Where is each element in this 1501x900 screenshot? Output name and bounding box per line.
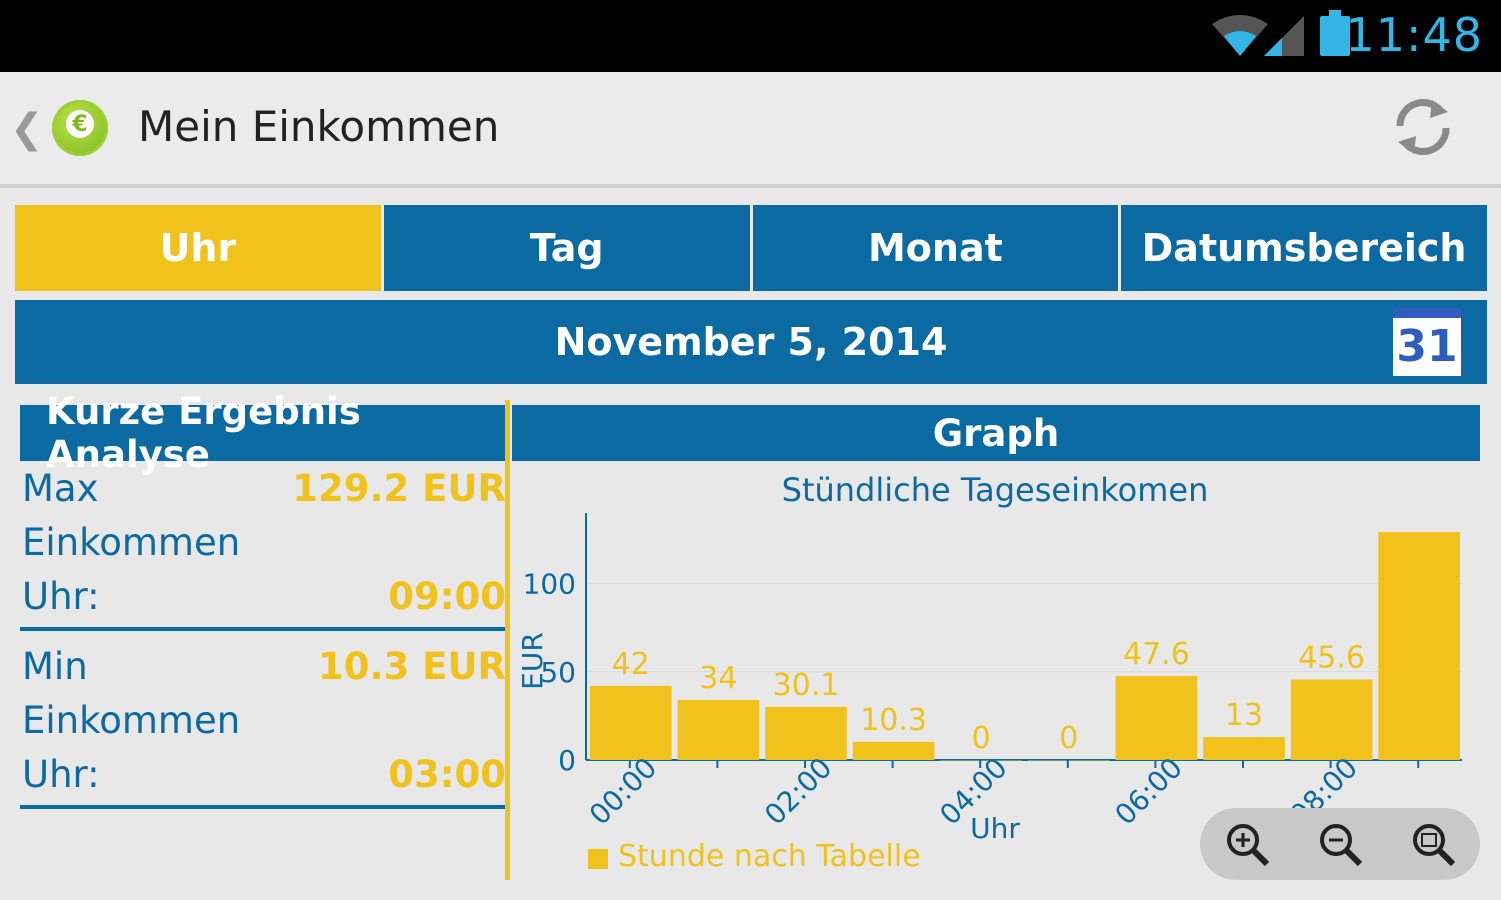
- min-income-label: Einkommen: [22, 699, 241, 742]
- y-tick-label: 100: [523, 568, 576, 601]
- back-chevron-icon[interactable]: ❮: [10, 106, 44, 152]
- min-time-label: Uhr:: [22, 753, 100, 796]
- min-row: Min 10.3 EUR: [20, 639, 508, 693]
- action-bar: ❮ € Mein Einkommen: [0, 72, 1501, 188]
- min-time-value: 03:00: [388, 753, 506, 796]
- data-label: 30.1: [773, 668, 840, 703]
- max-income-label: Einkommen: [22, 521, 241, 564]
- x-axis-label: Uhr: [970, 812, 1020, 845]
- chart-bar: [1290, 679, 1373, 760]
- x-tick-label: 02:00: [758, 751, 838, 831]
- analysis-panel: Kurze Ergebnis Analyse Max 129.2 EUR Ein…: [20, 390, 508, 885]
- x-tick-label: 00:00: [583, 751, 663, 831]
- data-label: 45.6: [1298, 641, 1365, 676]
- min-income-row: Einkommen: [20, 693, 508, 747]
- selected-date: November 5, 2014: [554, 320, 948, 364]
- x-tick-label: 06:00: [1108, 751, 1188, 831]
- tab-uhr[interactable]: Uhr: [15, 205, 384, 291]
- app-title: Mein Einkommen: [138, 102, 500, 151]
- max-time-row: Uhr: 09:00: [20, 569, 508, 623]
- chart-bar: [1028, 760, 1110, 761]
- legend-swatch: [588, 849, 608, 869]
- wifi-icon: [1212, 15, 1268, 56]
- data-label: 42: [612, 647, 650, 682]
- max-time-label: Uhr:: [22, 575, 100, 618]
- min-value: 10.3 EUR: [318, 645, 506, 688]
- max-income-row: Einkommen: [20, 515, 508, 569]
- chart-bar: [1115, 676, 1198, 760]
- min-time-row: Uhr: 03:00: [20, 747, 508, 801]
- data-label: 13: [1225, 698, 1263, 733]
- data-label: 0: [972, 721, 991, 756]
- y-tick-label: 50: [540, 656, 576, 689]
- tab-tag[interactable]: Tag: [383, 205, 753, 291]
- graph-title: Graph: [512, 405, 1480, 461]
- panel-separator: [505, 400, 510, 880]
- legend-label: Stunde nach Tabelle: [618, 839, 921, 874]
- zoom-controls: [1200, 808, 1480, 880]
- max-time-value: 09:00: [388, 575, 506, 618]
- data-label: 10.3: [860, 703, 927, 738]
- battery-icon: [1320, 10, 1350, 56]
- tab-datumsbereich[interactable]: Datumsbereich: [1121, 205, 1487, 291]
- chart-bar: [852, 741, 935, 760]
- max-row: Max 129.2 EUR: [20, 461, 508, 515]
- chart-title: Stündliche Tageseinkomen: [782, 471, 1209, 509]
- calendar-icon[interactable]: 31: [1393, 308, 1461, 376]
- chart-bar: [765, 706, 847, 760]
- refresh-icon[interactable]: [1388, 92, 1458, 162]
- chart-bar: [1378, 532, 1460, 760]
- period-tabs: Uhr Tag Monat Datumsbereich: [15, 205, 1487, 291]
- divider: [20, 627, 508, 631]
- date-bar[interactable]: November 5, 2014 31: [15, 300, 1487, 384]
- clock: 11:48: [1345, 8, 1483, 62]
- status-bar: 11:48: [0, 0, 1501, 72]
- signal-icon: [1264, 16, 1304, 56]
- divider: [20, 805, 508, 809]
- app-logo-icon[interactable]: €: [52, 100, 108, 156]
- zoom-reset-icon[interactable]: [1409, 820, 1457, 868]
- zoom-out-icon[interactable]: [1316, 820, 1364, 868]
- data-label: 0: [1059, 721, 1078, 756]
- data-label: 47.6: [1123, 637, 1190, 672]
- chart-bar: [1203, 737, 1285, 760]
- chart-bar: [677, 700, 760, 760]
- chart-bar: [590, 685, 672, 760]
- max-label: Max: [22, 467, 99, 510]
- y-axis-label: EUR: [516, 632, 549, 690]
- analysis-title: Kurze Ergebnis Analyse: [20, 390, 508, 476]
- y-tick-label: 0: [558, 744, 576, 777]
- tab-monat[interactable]: Monat: [752, 205, 1122, 291]
- data-label: 34: [699, 661, 737, 696]
- hourly-income-chart[interactable]: Stündliche Tageseinkomen 0 50 100 EUR 42 34 30.…: [512, 461, 1482, 885]
- max-value: 129.2 EUR: [292, 467, 506, 510]
- min-label: Min: [22, 645, 88, 688]
- zoom-in-icon[interactable]: [1223, 820, 1271, 868]
